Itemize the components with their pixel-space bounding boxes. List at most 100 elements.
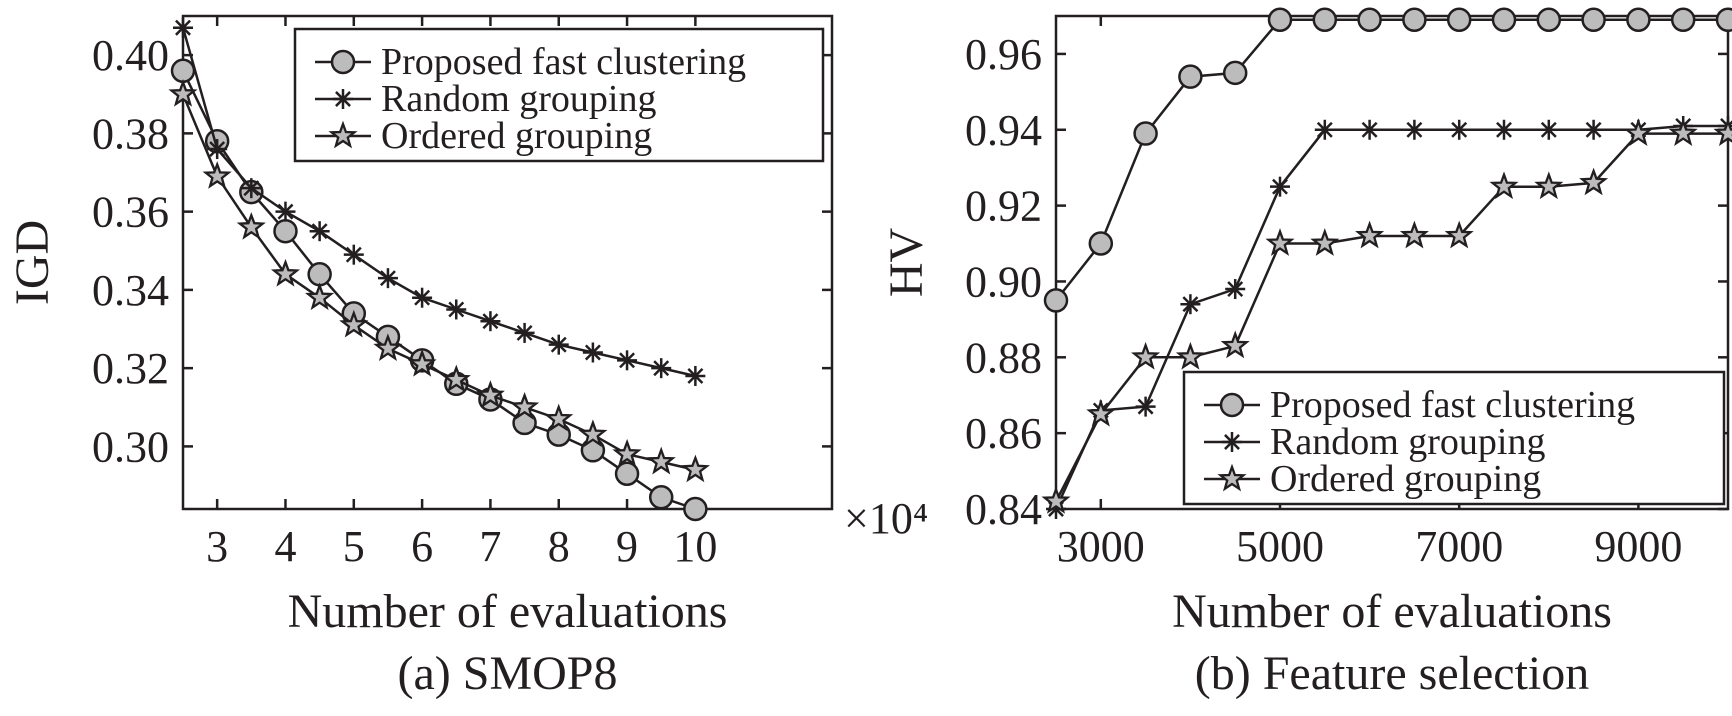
y-tick-label: 0.94	[965, 106, 1042, 155]
x-tick-label: 9	[616, 522, 638, 571]
data-point-stroke	[687, 368, 704, 384]
legend-marker	[330, 49, 356, 75]
data-point	[1043, 288, 1069, 313]
legend-box	[1182, 370, 1726, 506]
y-axis-label: IGD	[6, 220, 59, 305]
y-tick-label: 0.84	[965, 485, 1042, 534]
x-axis-label: Number of evaluations	[288, 585, 728, 638]
data-point	[307, 261, 332, 287]
data-point	[446, 299, 467, 320]
data-point-stroke	[1272, 178, 1288, 195]
data-point	[1399, 220, 1429, 249]
x-tick-label: 7	[479, 522, 501, 571]
data-point	[273, 218, 298, 244]
y-tick-label: 0.96	[965, 30, 1042, 79]
data-point	[241, 178, 262, 199]
data-point	[270, 258, 301, 287]
data-point	[1135, 396, 1156, 417]
data-point	[510, 392, 540, 420]
data-point	[475, 380, 505, 408]
series-circle	[1043, 7, 1732, 313]
panel-b-feature-selection: 0.84 0.86 0.88 0.90 0.92 0.94 0.96 3000 5000 7000…	[880, 7, 1732, 700]
legend-label: Ordered grouping	[1270, 458, 1541, 500]
data-point	[1538, 119, 1559, 140]
data-point	[339, 309, 369, 338]
data-point-stroke	[516, 324, 533, 341]
data-point-stroke	[1540, 121, 1557, 138]
x-tick-label: 10	[673, 522, 717, 571]
legend-entry: Ordered grouping	[1204, 458, 1541, 500]
data-point	[1444, 220, 1474, 249]
data-point	[1623, 118, 1653, 146]
series-star	[168, 78, 710, 483]
data-point	[1404, 119, 1425, 140]
data-point	[1494, 119, 1514, 140]
data-point	[207, 139, 228, 160]
data-point	[168, 78, 198, 107]
legend-marker	[1219, 392, 1245, 418]
data-point	[680, 454, 710, 483]
data-point-stroke	[1182, 296, 1199, 313]
data-point-stroke	[448, 301, 465, 318]
data-point	[1491, 7, 1517, 33]
data-point	[514, 322, 535, 343]
x-tick-label: 7000	[1415, 522, 1503, 571]
legend-label: Proposed fast clustering	[381, 41, 746, 83]
data-point	[1446, 7, 1472, 33]
y-tick-label: 0.40	[92, 31, 169, 80]
data-point	[1180, 294, 1201, 315]
data-point	[1310, 228, 1340, 256]
x-tick-label: 8	[548, 522, 570, 571]
data-point	[480, 311, 501, 332]
data-point	[1131, 341, 1161, 370]
y-tick-label: 0.34	[92, 266, 169, 315]
axes-frame	[181, 14, 834, 511]
x-tick-label: 3	[206, 522, 228, 571]
data-point	[1314, 119, 1335, 140]
data-point-stroke	[1361, 121, 1378, 138]
data-point	[614, 461, 640, 487]
legend-label: Random grouping	[381, 78, 656, 120]
data-point	[617, 350, 638, 371]
data-point	[544, 403, 574, 432]
x-tick-label: 5000	[1236, 522, 1324, 571]
data-point-stroke	[1585, 121, 1602, 138]
series-line	[181, 93, 696, 472]
panel-a-smop8: 0.30 0.32 0.34 0.36 0.38 0.40 3 4 5 6 7 8 9 10 Number …	[6, 14, 928, 700]
data-point-stroke	[482, 313, 499, 330]
data-point	[651, 358, 672, 379]
x-tick-label: 9000	[1594, 522, 1682, 571]
data-point	[1175, 341, 1205, 370]
data-point-stroke	[414, 289, 431, 306]
data-point	[1357, 7, 1382, 33]
legend-entry: Random grouping	[315, 78, 656, 120]
legend-entry: Proposed fast clustering	[1204, 384, 1635, 426]
y-tick-label: 0.86	[965, 409, 1042, 458]
data-point	[1534, 171, 1564, 200]
x-tick-label: 3000	[1057, 522, 1145, 571]
data-point-stroke	[653, 360, 670, 377]
data-point	[1267, 7, 1293, 33]
data-point	[1713, 118, 1732, 146]
data-point-stroke	[1137, 398, 1154, 415]
data-point	[1579, 167, 1609, 196]
data-point	[343, 244, 364, 265]
data-point	[305, 282, 335, 311]
y-tick-label: 0.32	[92, 344, 169, 393]
data-point	[275, 201, 296, 222]
data-point	[1270, 176, 1290, 197]
legend-entry: Ordered grouping	[315, 115, 652, 157]
data-point	[173, 17, 193, 38]
data-point	[170, 58, 196, 84]
data-point	[1220, 330, 1250, 359]
data-point-stroke	[379, 270, 396, 287]
data-point	[1626, 7, 1651, 33]
series-line	[181, 27, 696, 378]
data-point	[441, 364, 471, 393]
legend-label: Proposed fast clustering	[1270, 384, 1635, 426]
data-point	[1086, 398, 1116, 427]
x-tick-label: 4	[274, 522, 296, 571]
data-point-stroke	[277, 203, 294, 220]
